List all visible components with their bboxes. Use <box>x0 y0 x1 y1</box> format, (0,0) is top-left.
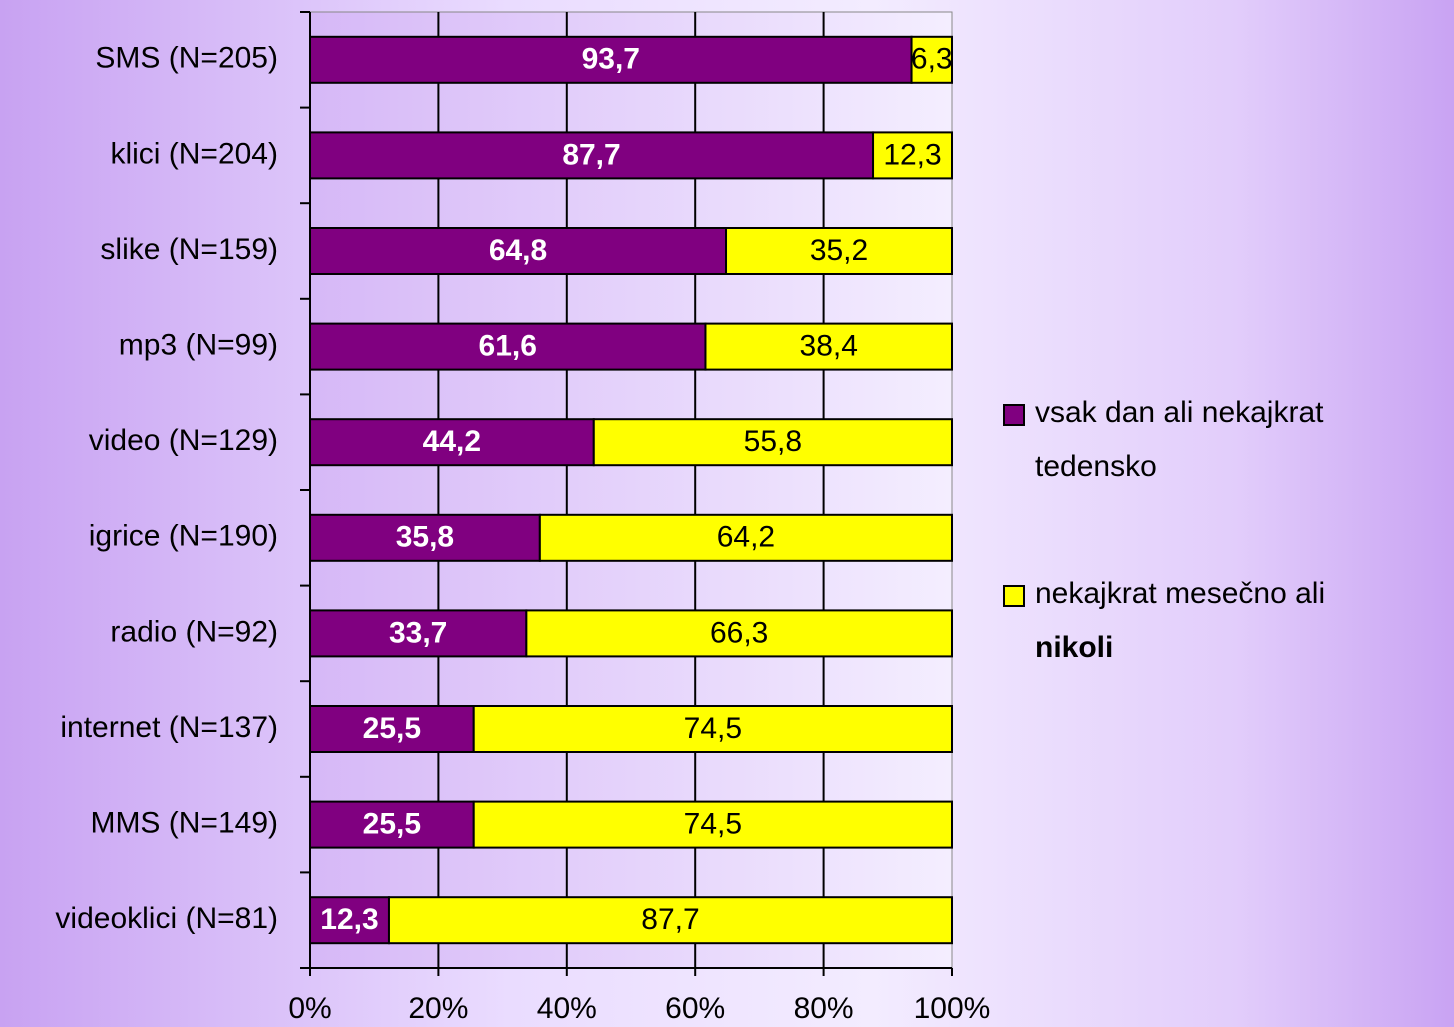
x-tick-label: 0% <box>288 992 331 1025</box>
y-tick-label: MMS (N=149) <box>90 807 278 840</box>
data-label: 66,3 <box>710 616 768 649</box>
bar-segment <box>309 418 595 467</box>
legend-label: nekajkrat mesečno ali nikoli <box>1035 577 1326 664</box>
y-tick-label: klici (N=204) <box>110 137 278 170</box>
bar-segment <box>309 322 707 371</box>
data-label: 35,2 <box>810 234 868 267</box>
bar-segment <box>309 513 541 562</box>
y-tick-label: radio (N=92) <box>110 615 278 648</box>
data-label: 12,3 <box>320 903 378 936</box>
x-tick-label: 60% <box>665 992 725 1025</box>
y-tick-label: slike (N=159) <box>100 233 278 266</box>
x-tick-label: 40% <box>537 992 597 1025</box>
data-label: 12,3 <box>883 138 941 171</box>
data-label: 33,7 <box>389 616 447 649</box>
y-tick-label: SMS (N=205) <box>95 42 278 75</box>
data-label: 38,4 <box>800 330 858 363</box>
data-label: 25,5 <box>363 808 421 841</box>
data-label: 87,7 <box>562 138 620 171</box>
legend-label: vsak dan ali nekajkrat tedensko <box>1035 396 1324 483</box>
data-label: 25,5 <box>363 712 421 745</box>
x-tick-label: 100% <box>914 992 991 1025</box>
data-label: 6,3 <box>911 43 953 76</box>
data-label: 74,5 <box>684 712 742 745</box>
data-label: 74,5 <box>684 808 742 841</box>
bar-segment <box>538 513 953 562</box>
x-tick-label: 20% <box>408 992 468 1025</box>
y-tick-label: mp3 (N=99) <box>119 329 278 362</box>
data-label: 55,8 <box>744 425 802 458</box>
data-label: 87,7 <box>641 903 699 936</box>
bar-segment <box>872 131 953 180</box>
data-label: 44,2 <box>423 425 481 458</box>
data-label: 93,7 <box>582 43 640 76</box>
bar-segment <box>472 705 953 753</box>
legend-swatch <box>1003 404 1025 426</box>
y-tick-label: video (N=129) <box>89 424 278 457</box>
data-label: 64,2 <box>717 521 775 554</box>
x-tick-label: 80% <box>794 992 854 1025</box>
bar-segment <box>910 35 954 84</box>
y-tick-label: internet (N=137) <box>60 711 278 744</box>
data-label: 61,6 <box>479 330 537 363</box>
legend-item: vsak dan ali nekajkrat tedensko <box>1003 386 1343 494</box>
legend-swatch <box>1003 585 1025 607</box>
bar-segment <box>309 131 875 180</box>
bar-segment <box>525 609 953 658</box>
bar-segment <box>309 227 728 275</box>
bar-segment <box>725 227 953 275</box>
bar-segment <box>472 800 953 849</box>
legend-item: nekajkrat mesečno ali nikoli <box>1003 567 1343 675</box>
bar-segment <box>704 322 953 371</box>
bar-segment <box>309 35 913 84</box>
data-label: 35,8 <box>396 521 454 554</box>
bar-segment <box>309 609 528 658</box>
y-tick-label: videoklici (N=81) <box>55 902 278 935</box>
bar-segment <box>309 705 475 753</box>
bar-segment <box>309 800 475 849</box>
bar-segment <box>387 896 953 945</box>
y-tick-label: igrice (N=190) <box>89 520 278 553</box>
bar-segment <box>592 418 953 467</box>
data-label: 64,8 <box>489 234 547 267</box>
